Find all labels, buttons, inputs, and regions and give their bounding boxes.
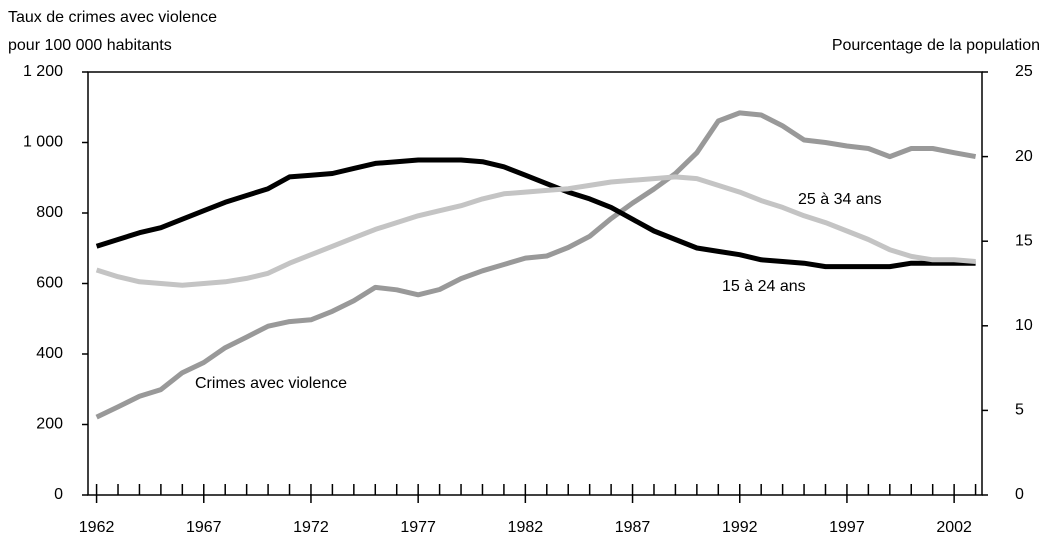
y-tick-label: 0 [54,486,63,503]
series-label: 25 à 34 ans [798,191,882,208]
y-tick-label: 800 [36,204,63,221]
x-tick-label: 1967 [186,519,222,536]
y-tick-label: 600 [36,275,63,292]
y2-tick-label: 5 [1015,402,1024,419]
y2-tick-label: 25 [1015,63,1033,80]
y2-axis-title: Pourcentage de la population [832,37,1040,54]
y-tick-label: 1 200 [23,63,63,80]
series-line [95,174,976,288]
y-axis-title: Taux de crimes avec violence [8,9,217,26]
y-tick-label: 400 [36,345,63,362]
x-tick-label: 1987 [615,519,651,536]
series-label: 15 à 24 ans [722,278,806,295]
x-tick-label: 1982 [508,519,544,536]
y2-tick-label: 0 [1015,486,1024,503]
y-tick-label: 200 [36,416,63,433]
x-tick-label: 1992 [722,519,758,536]
series-line [95,110,977,420]
series-label: Crimes avec violence [195,375,347,392]
x-tick-label: 1997 [829,519,865,536]
y-axis-title: pour 100 000 habitants [8,37,172,54]
y2-tick-label: 20 [1015,148,1033,165]
y2-tick-label: 15 [1015,232,1033,249]
series-line [95,157,976,270]
x-tick-label: 1972 [293,519,329,536]
x-tick-label: 1977 [400,519,436,536]
y2-tick-label: 10 [1015,317,1033,334]
x-tick-label: 2002 [936,519,972,536]
x-tick-label: 1962 [79,519,115,536]
y-tick-label: 1 000 [23,134,63,151]
